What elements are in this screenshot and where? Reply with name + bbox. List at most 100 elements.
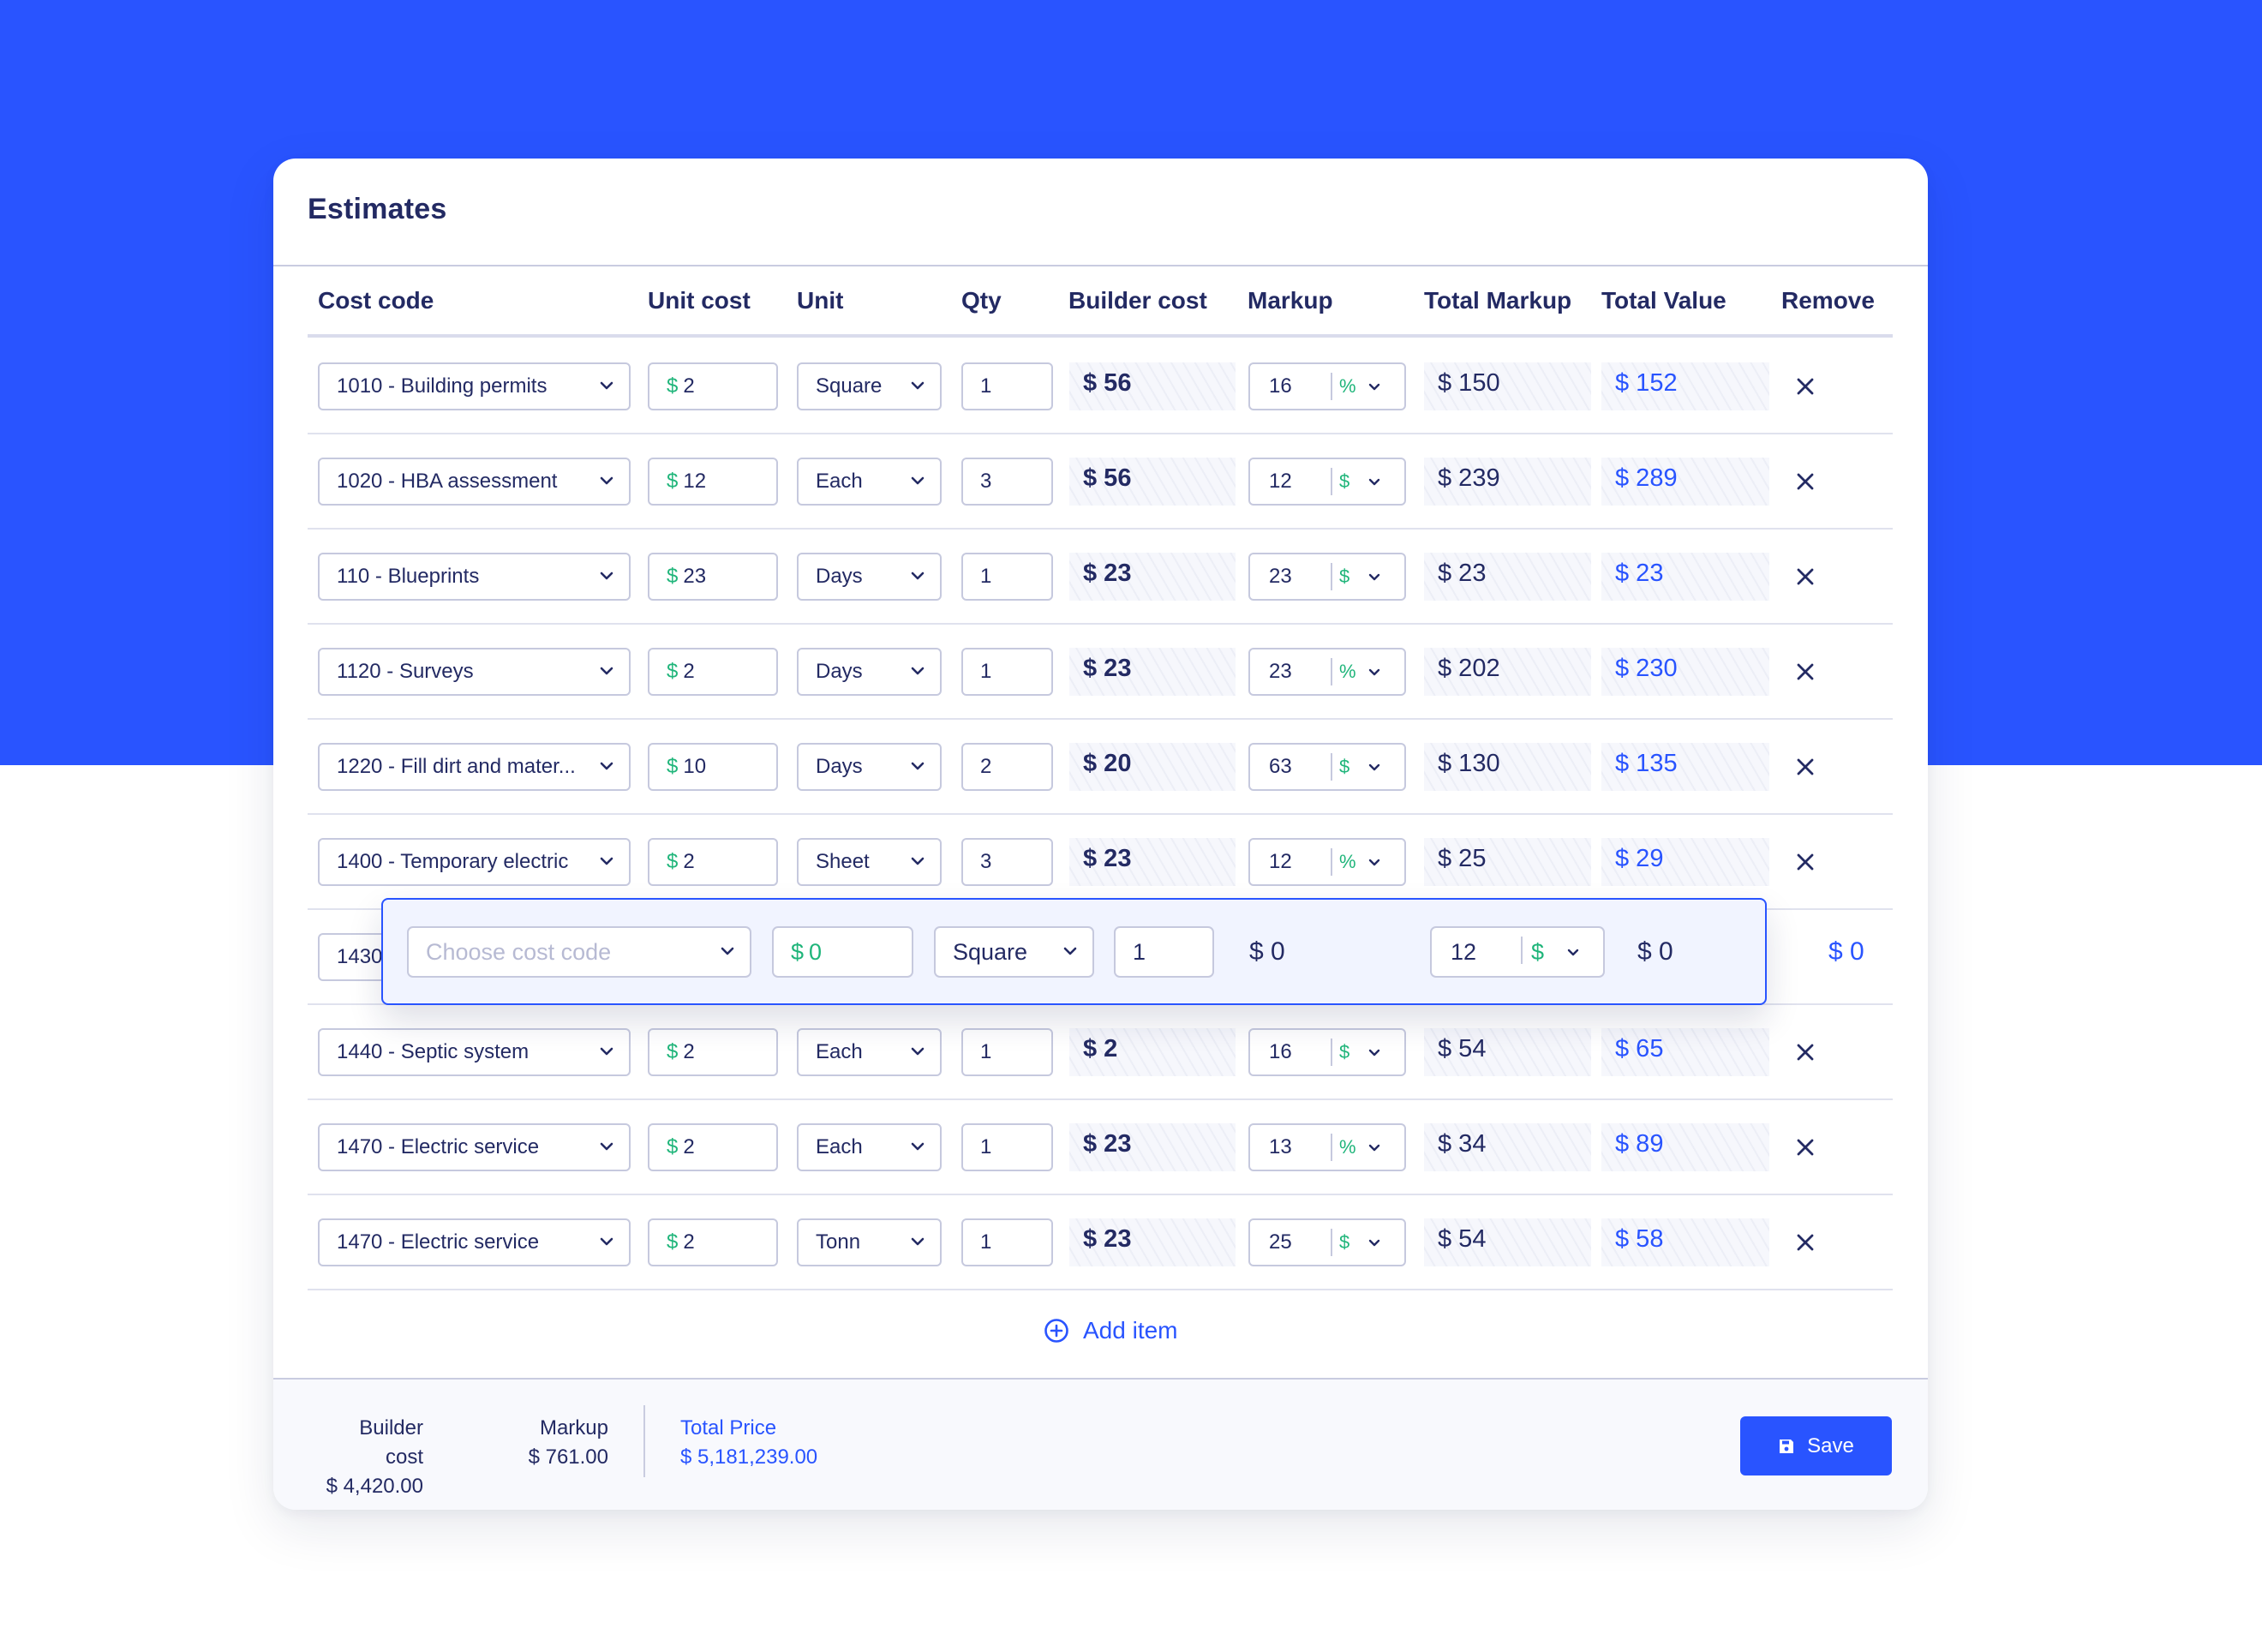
qty-input[interactable]: 1 bbox=[961, 1123, 1053, 1171]
unit-cost-input[interactable]: $ 2 bbox=[648, 648, 778, 696]
summary-footer: Builder cost $ 4,420.00 Markup $ 761.00 … bbox=[273, 1378, 1928, 1510]
save-button[interactable]: Save bbox=[1740, 1416, 1892, 1475]
qty-input[interactable]: 1 bbox=[961, 1028, 1053, 1076]
remove-row-x-icon[interactable] bbox=[1794, 1136, 1816, 1158]
drag-cost-code-select[interactable]: Choose cost code bbox=[407, 926, 751, 978]
unit-cost-input[interactable]: $ 2 bbox=[648, 1218, 778, 1266]
cost-code-select[interactable]: 1220 - Fill dirt and mater... bbox=[318, 743, 631, 791]
total-markup-value: $ 150 bbox=[1424, 362, 1591, 410]
row-divider bbox=[308, 813, 1893, 815]
cost-code-value: 1020 - HBA assessment bbox=[337, 470, 558, 493]
drag-markup-type[interactable]: $ bbox=[1531, 938, 1545, 965]
unit-select[interactable]: Each bbox=[797, 458, 942, 506]
summary-markup-label: Markup bbox=[539, 1416, 608, 1440]
qty-input[interactable]: 2 bbox=[961, 743, 1053, 791]
table-row: 110 - Blueprints $ 23 Days 1 $ 23 23 $ $… bbox=[273, 530, 1928, 625]
unit-select[interactable]: Tonn bbox=[797, 1218, 942, 1266]
markup-input[interactable]: 23 $ bbox=[1248, 553, 1406, 601]
markup-separator bbox=[1331, 848, 1332, 876]
summary-total-price-label: Total Price bbox=[680, 1416, 777, 1440]
cost-code-select[interactable]: 1020 - HBA assessment bbox=[318, 458, 631, 506]
cost-code-select[interactable]: 1400 - Temporary electric bbox=[318, 838, 631, 886]
plus-circle-icon bbox=[1044, 1319, 1068, 1343]
row-divider bbox=[308, 623, 1893, 625]
unit-cost-input[interactable]: $ 10 bbox=[648, 743, 778, 791]
markup-type-toggle[interactable]: % bbox=[1339, 375, 1356, 397]
markup-input[interactable]: 12 $ bbox=[1248, 458, 1406, 506]
markup-input[interactable]: 23 % bbox=[1248, 648, 1406, 696]
markup-input[interactable]: 13 % bbox=[1248, 1123, 1406, 1171]
markup-value: 23 bbox=[1269, 660, 1292, 683]
drag-qty-input[interactable]: 1 bbox=[1114, 926, 1214, 978]
markup-input[interactable]: 16 $ bbox=[1248, 1028, 1406, 1076]
chevron-down-icon bbox=[600, 1237, 613, 1246]
column-header-unit: Unit bbox=[797, 287, 844, 314]
drag-markup-input[interactable]: 12 $ bbox=[1430, 926, 1605, 978]
markup-value: 12 bbox=[1269, 850, 1292, 873]
remove-row-x-icon[interactable] bbox=[1794, 1041, 1816, 1063]
cost-code-select[interactable]: 1010 - Building permits bbox=[318, 362, 631, 410]
cost-code-select[interactable]: 110 - Blueprints bbox=[318, 553, 631, 601]
total-markup-value: $ 130 bbox=[1424, 743, 1591, 791]
column-header-markup: Markup bbox=[1248, 287, 1333, 314]
markup-input[interactable]: 12 % bbox=[1248, 838, 1406, 886]
unit-select[interactable]: Days bbox=[797, 648, 942, 696]
drag-unit-select[interactable]: Square bbox=[934, 926, 1094, 978]
remove-row-x-icon[interactable] bbox=[1794, 470, 1816, 493]
cost-code-select[interactable]: 1440 - Septic system bbox=[318, 1028, 631, 1076]
chevron-down-icon bbox=[1063, 947, 1077, 955]
remove-row-x-icon[interactable] bbox=[1794, 1231, 1816, 1254]
markup-type-toggle[interactable]: $ bbox=[1339, 566, 1350, 587]
markup-input[interactable]: 25 $ bbox=[1248, 1218, 1406, 1266]
total-value: $ 29 bbox=[1601, 838, 1769, 886]
cost-code-value: 1010 - Building permits bbox=[337, 374, 548, 398]
remove-row-x-icon[interactable] bbox=[1794, 661, 1816, 683]
unit-select[interactable]: Days bbox=[797, 743, 942, 791]
qty-value: 1 bbox=[980, 1040, 992, 1063]
cost-code-select[interactable]: 1470 - Electric service bbox=[318, 1218, 631, 1266]
unit-cost-input[interactable]: $ 2 bbox=[648, 1123, 778, 1171]
markup-type-toggle[interactable]: % bbox=[1339, 661, 1356, 682]
markup-separator bbox=[1331, 1038, 1332, 1066]
qty-input[interactable]: 1 bbox=[961, 362, 1053, 410]
markup-type-toggle[interactable]: $ bbox=[1339, 1041, 1350, 1062]
unit-select[interactable]: Square bbox=[797, 362, 942, 410]
qty-input[interactable]: 1 bbox=[961, 553, 1053, 601]
remove-row-x-icon[interactable] bbox=[1794, 756, 1816, 778]
markup-value: 16 bbox=[1269, 374, 1292, 398]
remove-row-x-icon[interactable] bbox=[1794, 375, 1816, 398]
unit-select[interactable]: Sheet bbox=[797, 838, 942, 886]
markup-type-toggle[interactable]: $ bbox=[1339, 756, 1350, 777]
total-markup-value: $ 239 bbox=[1424, 458, 1591, 506]
qty-input[interactable]: 3 bbox=[961, 838, 1053, 886]
unit-cost-input[interactable]: $ 2 bbox=[648, 838, 778, 886]
remove-row-x-icon[interactable] bbox=[1794, 851, 1816, 873]
markup-type-toggle[interactable]: % bbox=[1339, 851, 1356, 872]
markup-input[interactable]: 63 $ bbox=[1248, 743, 1406, 791]
total-markup-value: $ 25 bbox=[1424, 838, 1591, 886]
qty-input[interactable]: 1 bbox=[961, 648, 1053, 696]
markup-type-toggle[interactable]: $ bbox=[1339, 470, 1350, 492]
cost-code-select[interactable]: 1120 - Surveys bbox=[318, 648, 631, 696]
table-row: 1220 - Fill dirt and mater... $ 10 Days … bbox=[273, 720, 1928, 815]
chevron-down-icon bbox=[1368, 859, 1380, 866]
unit-cost-input[interactable]: $ 2 bbox=[648, 362, 778, 410]
unit-select[interactable]: Each bbox=[797, 1028, 942, 1076]
qty-input[interactable]: 1 bbox=[961, 1218, 1053, 1266]
cost-code-select[interactable]: 1470 - Electric service bbox=[318, 1123, 631, 1171]
add-item-button[interactable]: Add item bbox=[1044, 1317, 1178, 1344]
markup-input[interactable]: 16 % bbox=[1248, 362, 1406, 410]
unit-cost-input[interactable]: $ 23 bbox=[648, 553, 778, 601]
unit-select[interactable]: Days bbox=[797, 553, 942, 601]
markup-type-toggle[interactable]: % bbox=[1339, 1136, 1356, 1158]
markup-type-toggle[interactable]: $ bbox=[1339, 1231, 1350, 1253]
remove-row-x-icon[interactable] bbox=[1794, 566, 1816, 588]
unit-cost-input[interactable]: $ 2 bbox=[648, 1028, 778, 1076]
qty-input[interactable]: 3 bbox=[961, 458, 1053, 506]
drag-unit-value: Square bbox=[953, 938, 1028, 965]
dragging-row[interactable]: Choose cost code $ 0 Square 1 $ 0 12 $ $… bbox=[381, 898, 1864, 1005]
chevron-down-icon bbox=[1368, 668, 1380, 676]
drag-unit-cost-input[interactable]: $ 0 bbox=[772, 926, 913, 978]
unit-cost-input[interactable]: $ 12 bbox=[648, 458, 778, 506]
unit-select[interactable]: Each bbox=[797, 1123, 942, 1171]
